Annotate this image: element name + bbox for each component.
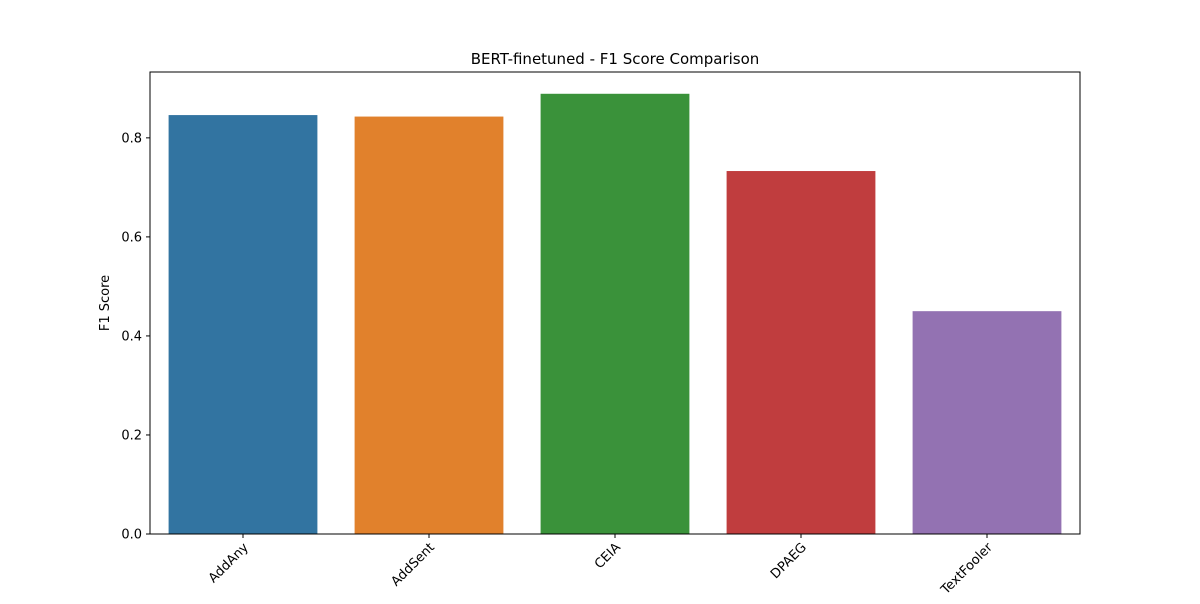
- y-tick-label: 0.8: [121, 131, 142, 146]
- x-ticks: AddAny AddSent CEIA DPAEG TextFooler: [206, 534, 996, 598]
- y-tick-label: 0.4: [121, 329, 142, 344]
- plot-frame: [149, 71, 1081, 535]
- bar-addsent: [354, 116, 504, 534]
- x-tick-label: TextFooler: [938, 540, 997, 599]
- chart-title: BERT-finetuned - F1 Score Comparison: [471, 50, 760, 68]
- bar-addany: [168, 115, 318, 534]
- x-tick-label: DPAEG: [768, 540, 810, 582]
- x-tick-label: AddAny: [206, 540, 252, 586]
- bar-textfooler: [912, 311, 1062, 534]
- x-tick-label: CEIA: [592, 540, 624, 572]
- bars-layer: [168, 93, 1062, 534]
- y-tick-label: 0.0: [121, 528, 142, 543]
- y-tick-label: 0.6: [121, 230, 142, 245]
- bar-ceia: [540, 93, 690, 534]
- y-axis-label: F1 Score: [98, 275, 113, 331]
- x-tick-label: AddSent: [388, 540, 437, 589]
- y-ticks: 0.0 0.2 0.4 0.6 0.8: [121, 131, 150, 543]
- y-tick-label: 0.2: [121, 428, 142, 443]
- bar-dpaeg: [726, 171, 876, 534]
